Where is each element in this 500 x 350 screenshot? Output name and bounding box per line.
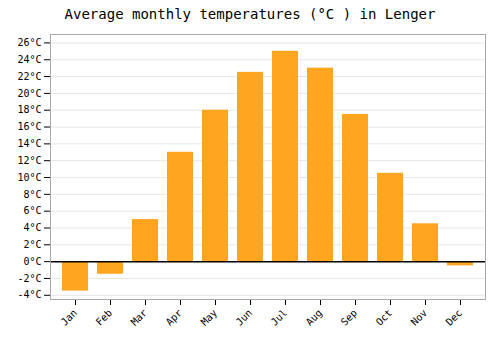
svg-text:26°C: 26°C (17, 37, 41, 48)
svg-text:16°C: 16°C (17, 121, 41, 132)
svg-text:2°C: 2°C (23, 239, 41, 250)
svg-text:Sep: Sep (339, 307, 360, 328)
svg-text:14°C: 14°C (17, 138, 41, 149)
svg-text:-2°C: -2°C (17, 273, 41, 284)
svg-text:24°C: 24°C (17, 54, 41, 65)
svg-text:18°C: 18°C (17, 104, 41, 115)
svg-text:Apr: Apr (164, 307, 185, 328)
svg-text:Jul: Jul (269, 307, 290, 328)
svg-text:Jun: Jun (234, 307, 255, 328)
svg-text:Nov: Nov (409, 307, 430, 328)
svg-text:May: May (199, 307, 220, 328)
svg-text:Oct: Oct (374, 307, 395, 328)
svg-text:20°C: 20°C (17, 88, 41, 99)
svg-text:0°C: 0°C (23, 256, 41, 267)
svg-text:Dec: Dec (444, 307, 465, 328)
svg-text:Jan: Jan (59, 307, 80, 328)
svg-text:Feb: Feb (94, 307, 115, 328)
svg-text:4°C: 4°C (23, 222, 41, 233)
svg-text:Aug: Aug (304, 307, 325, 328)
svg-text:Mar: Mar (129, 307, 150, 328)
html-text:Average monthly temperatures (: Average monthly temperatures (°C ) in Le… (64, 6, 436, 22)
svg-text:-4°C: -4°C (17, 289, 41, 300)
svg-text:10°C: 10°C (17, 172, 41, 183)
svg-text:6°C: 6°C (23, 205, 41, 216)
svg-text:8°C: 8°C (23, 189, 41, 200)
svg-text:12°C: 12°C (17, 155, 41, 166)
svg-text:22°C: 22°C (17, 71, 41, 82)
